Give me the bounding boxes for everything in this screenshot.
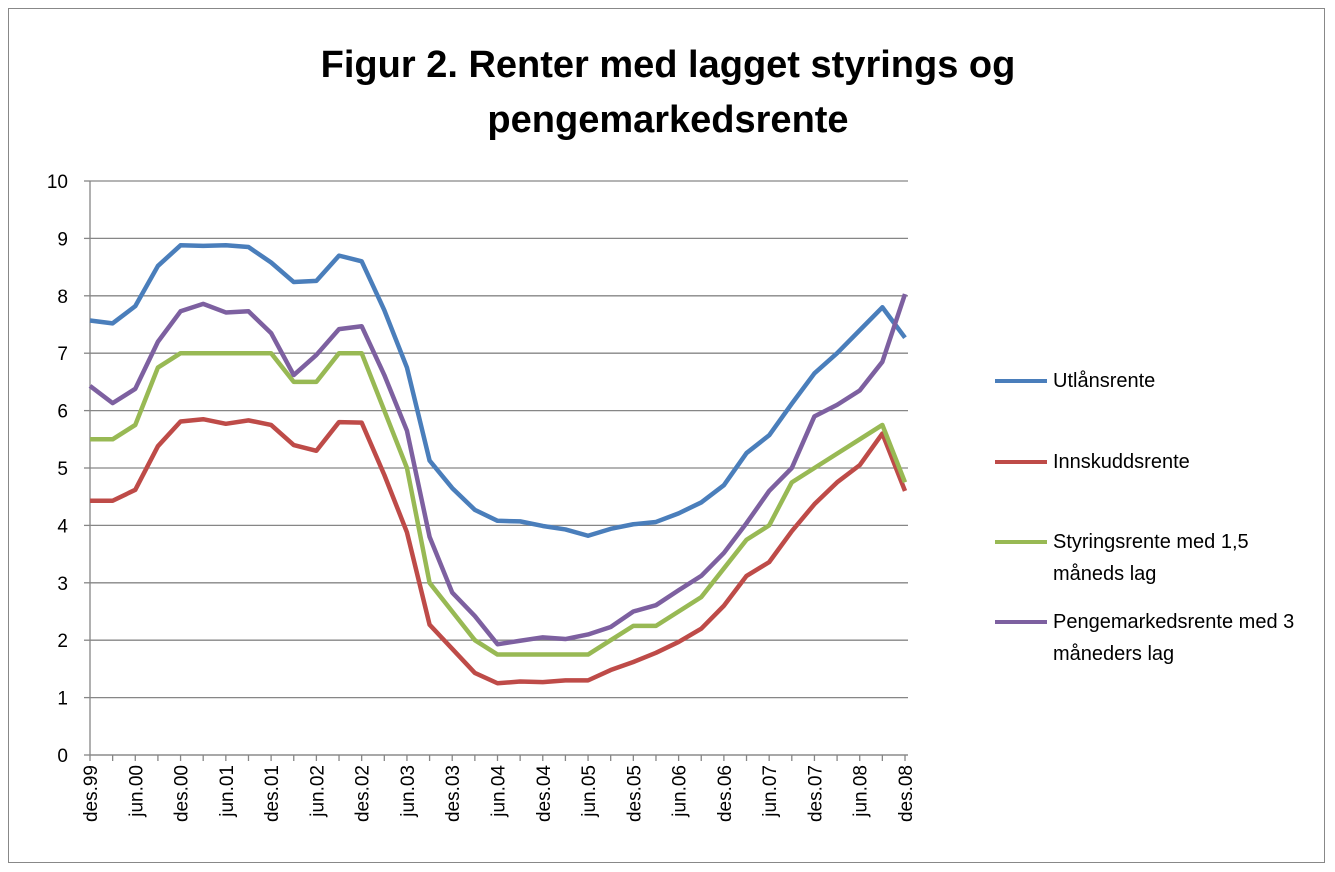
legend-label: Pengemarkedsrente med 3 måneders lag bbox=[1053, 611, 1295, 665]
x-tick-label: des.07 bbox=[805, 765, 826, 822]
x-tick-label: des.01 bbox=[262, 765, 283, 822]
x-tick-label: des.06 bbox=[715, 765, 736, 822]
legend-label: Styringsrente med 1,5 måneds lag bbox=[1053, 531, 1249, 585]
line-series bbox=[89, 243, 907, 538]
y-tick-label: 8 bbox=[57, 287, 68, 308]
legend-swatch bbox=[995, 540, 1047, 544]
legend-label: Utlånsrente bbox=[1053, 370, 1156, 392]
y-tick-label: 5 bbox=[57, 459, 68, 480]
x-tick-label: jun.07 bbox=[760, 765, 781, 818]
y-tick-label: 7 bbox=[57, 344, 68, 365]
y-tick-label: 3 bbox=[57, 574, 68, 595]
x-tick-label: jun.02 bbox=[307, 765, 328, 818]
x-tick-label: jun.06 bbox=[670, 765, 691, 818]
chart-title: Figur 2. Renter med lagget styrings og p… bbox=[320, 44, 1016, 141]
line-series bbox=[88, 293, 908, 647]
y-tick-label: 2 bbox=[57, 631, 68, 652]
legend-swatch bbox=[995, 620, 1047, 624]
legend-label: Innskuddsrente bbox=[1053, 451, 1190, 473]
y-tick-label: 0 bbox=[57, 746, 68, 767]
y-tick-label: 10 bbox=[47, 172, 68, 193]
chart-frame bbox=[8, 8, 1325, 863]
line-series bbox=[90, 350, 908, 657]
y-tick-label: 6 bbox=[57, 402, 68, 423]
y-tick-label: 1 bbox=[57, 689, 68, 710]
x-tick-label: des.00 bbox=[172, 765, 193, 822]
x-tick-label: jun.00 bbox=[126, 765, 147, 818]
x-tick-label: des.03 bbox=[443, 765, 464, 822]
x-tick-label: des.04 bbox=[534, 765, 555, 822]
x-tick-label: des.02 bbox=[353, 765, 374, 822]
x-tick-label: jun.01 bbox=[217, 765, 238, 818]
legend-swatch bbox=[995, 460, 1047, 464]
x-tick-label: jun.05 bbox=[579, 765, 600, 818]
x-tick-label: jun.08 bbox=[851, 765, 872, 818]
line-series bbox=[90, 416, 908, 686]
x-tick-label: des.99 bbox=[81, 765, 102, 822]
x-tick-label: jun.03 bbox=[398, 765, 419, 818]
y-tick-label: 4 bbox=[57, 516, 68, 537]
x-tick-label: des.08 bbox=[896, 765, 917, 822]
y-tick-label: 9 bbox=[57, 229, 68, 250]
x-tick-label: des.05 bbox=[624, 765, 645, 822]
x-tick-label: jun.04 bbox=[489, 765, 510, 818]
legend-swatch bbox=[995, 379, 1047, 383]
